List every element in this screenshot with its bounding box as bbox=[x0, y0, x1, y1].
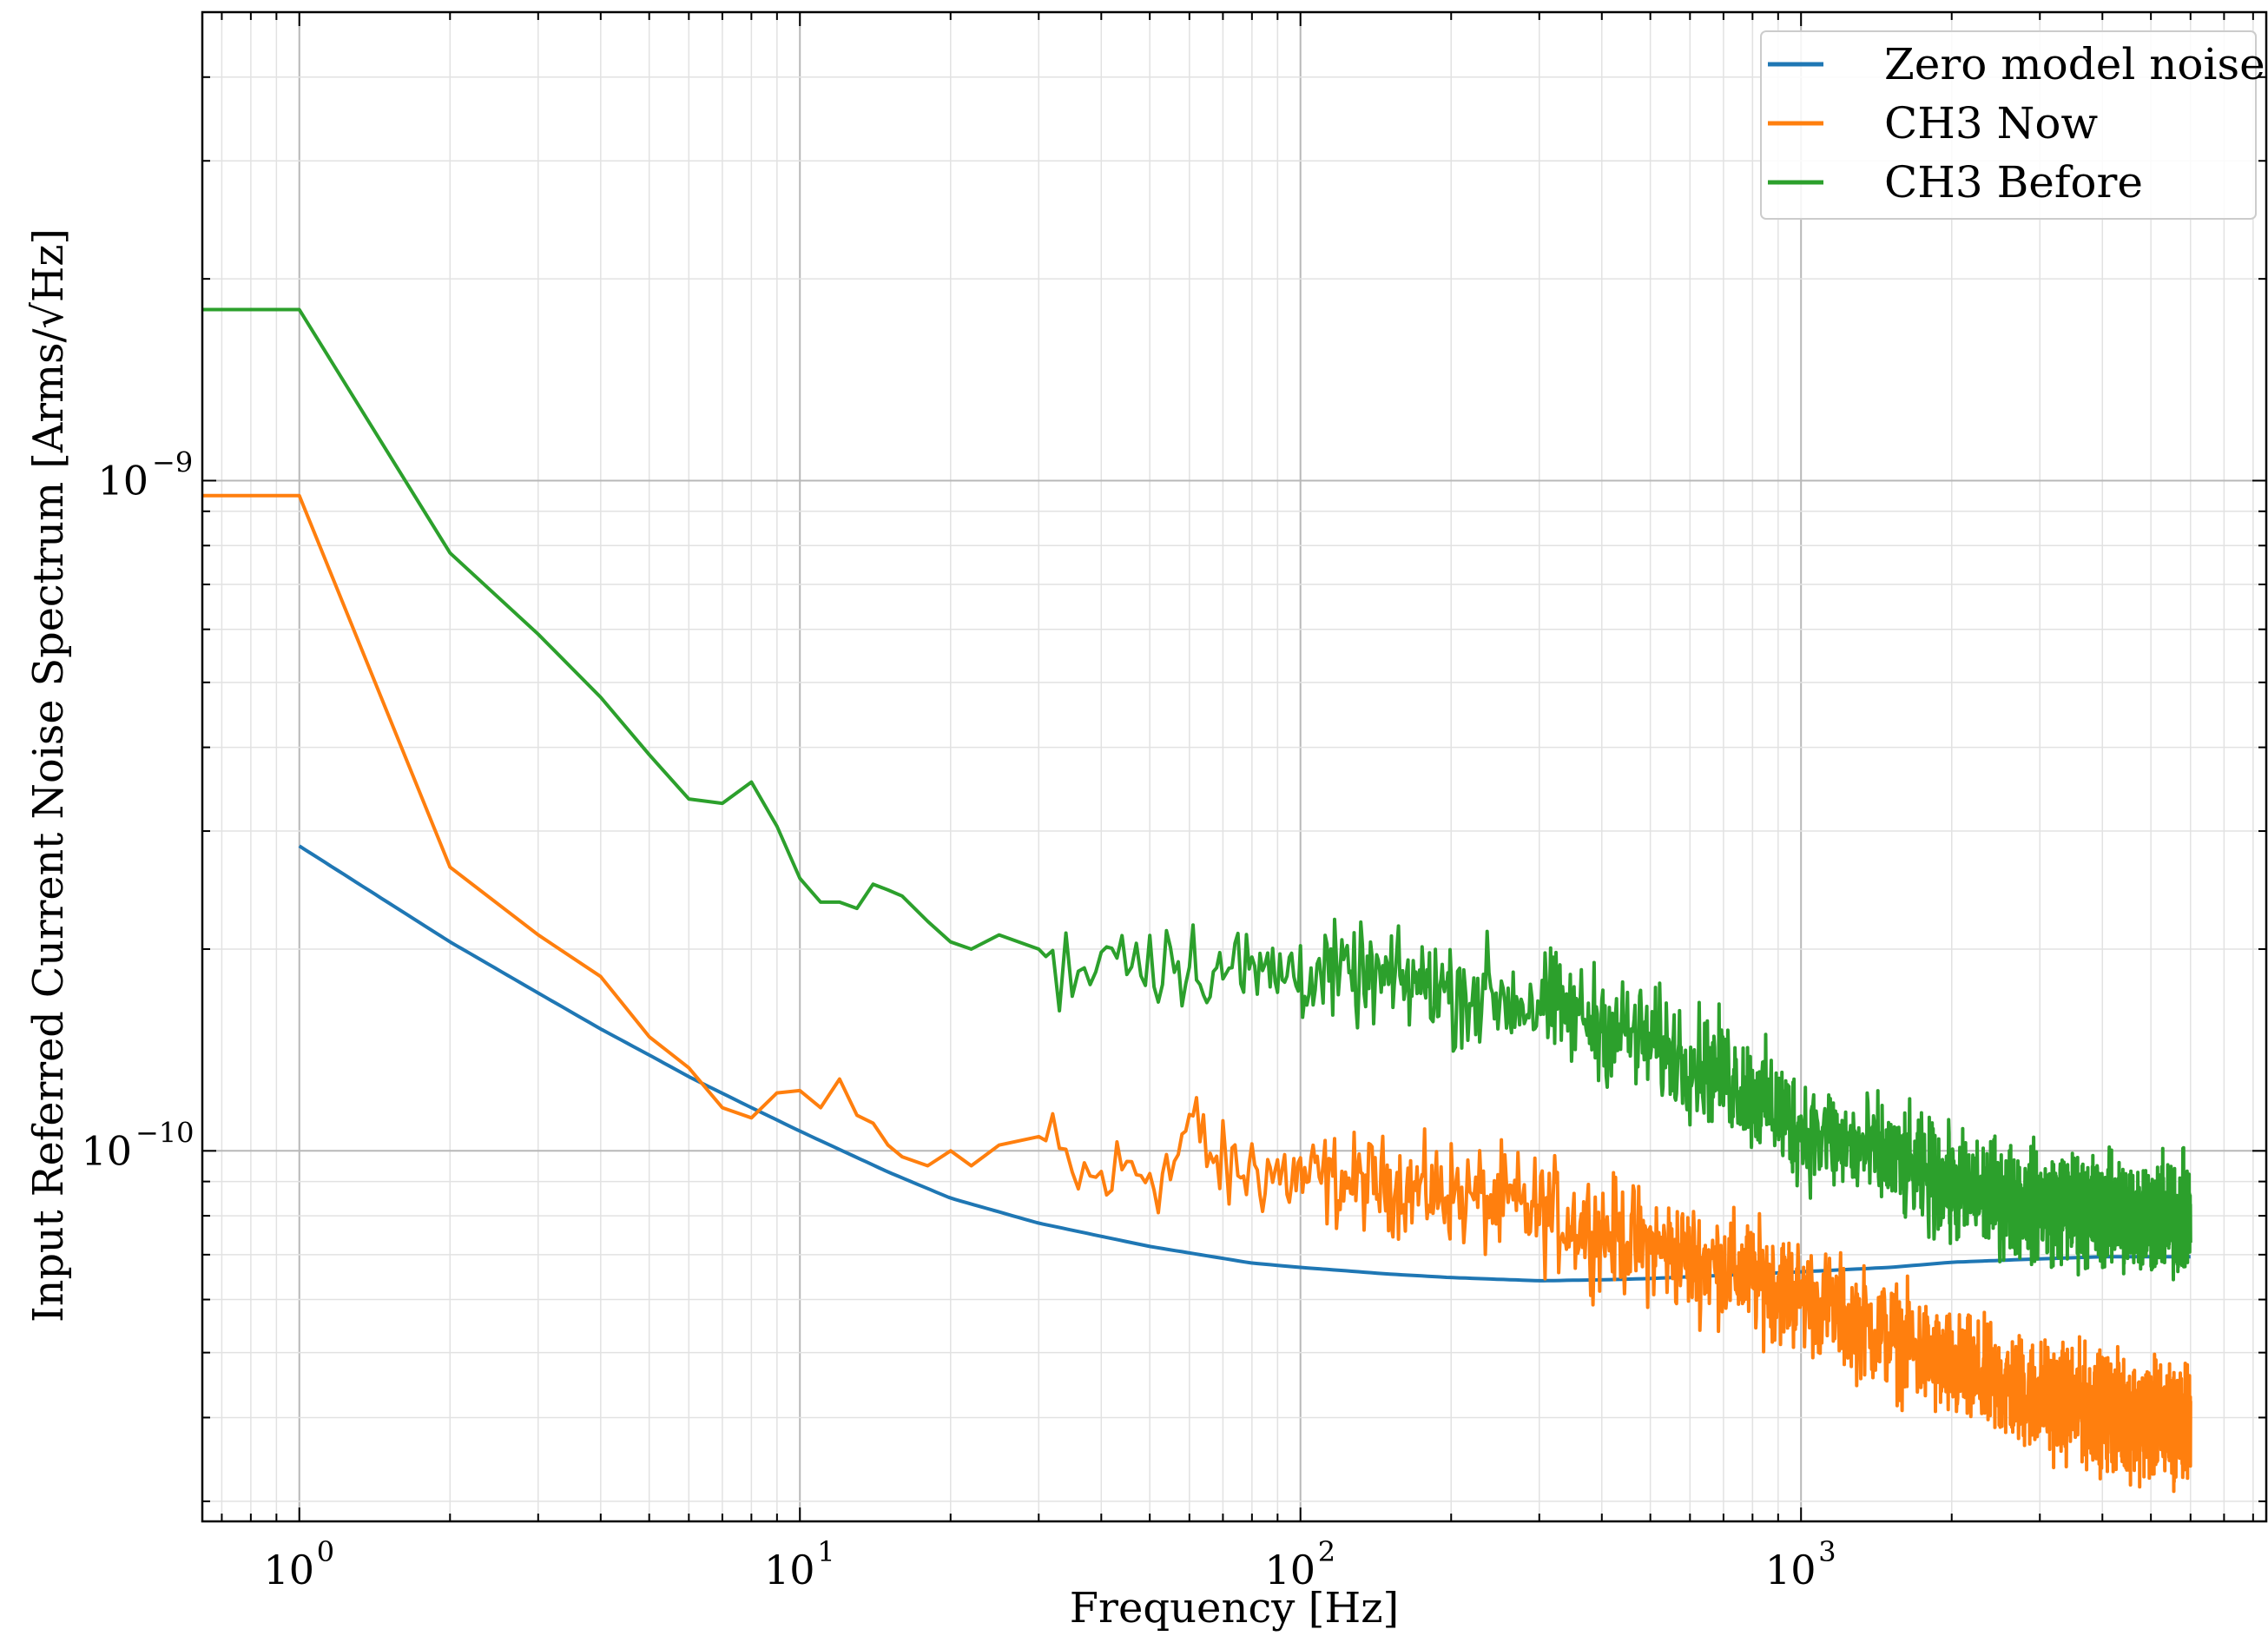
x-tick-label-base: 10 bbox=[1765, 1547, 1816, 1593]
y-tick-label-base: 10 bbox=[97, 457, 148, 504]
y-tick-label-exp: −10 bbox=[135, 1116, 194, 1149]
y-tick-label: 10 −9 bbox=[97, 445, 193, 504]
x-tick-label-exp: 3 bbox=[1818, 1535, 1836, 1568]
legend-label-2: CH3 Now bbox=[1884, 98, 2098, 148]
x-tick-label: 10 1 bbox=[764, 1535, 835, 1593]
x-tick-label-base: 10 bbox=[764, 1547, 815, 1593]
y-tick-label-exp: −9 bbox=[152, 445, 193, 478]
legend-box bbox=[1760, 30, 2257, 220]
series-layer bbox=[202, 307, 2192, 1494]
x-tick-label: 10 3 bbox=[1765, 1535, 1836, 1593]
series-line-2 bbox=[202, 493, 2192, 1494]
plot-frame bbox=[201, 10, 2268, 1523]
x-tick-label: 10 2 bbox=[1264, 1535, 1335, 1593]
x-axis-title: Frequency [Hz] bbox=[1070, 1584, 1399, 1633]
x-tick-label-base: 10 bbox=[1264, 1547, 1315, 1593]
x-tick-label-exp: 1 bbox=[817, 1535, 834, 1568]
x-tick-label-exp: 0 bbox=[317, 1535, 334, 1568]
label-layer: 10 0 10 1 10 2 10 310 −910 −10 bbox=[81, 445, 1836, 1593]
x-tick-label-base: 10 bbox=[263, 1547, 314, 1593]
series-line-3 bbox=[202, 307, 2192, 1282]
legend-label-3: CH3 Before bbox=[1884, 157, 2143, 208]
legend-items: Zero model noise CH3 Now CH3 Before bbox=[1768, 39, 2265, 208]
tick-layer bbox=[202, 11, 2266, 1521]
grid-layer bbox=[202, 11, 2266, 1521]
y-tick-label: 10 −10 bbox=[81, 1116, 194, 1174]
y-tick-label-base: 10 bbox=[81, 1127, 132, 1174]
legend: Zero model noise CH3 Now CH3 Before bbox=[1760, 30, 2265, 220]
x-tick-label-exp: 2 bbox=[1318, 1535, 1335, 1568]
series-line-1 bbox=[298, 844, 2191, 1283]
y-axis-title: Input Referred Current Noise Spectrum [A… bbox=[24, 228, 73, 1323]
legend-label-1: Zero model noise bbox=[1884, 39, 2265, 89]
x-tick-label: 10 0 bbox=[263, 1535, 334, 1593]
